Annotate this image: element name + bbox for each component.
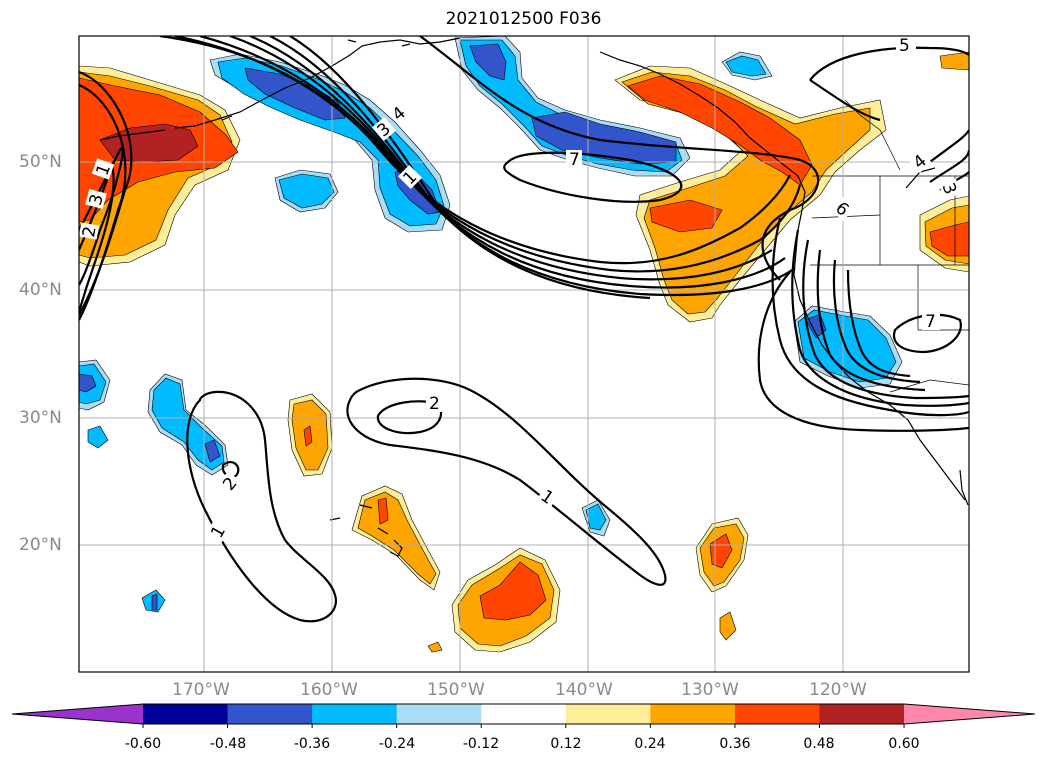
colorbar-segment <box>312 704 398 724</box>
figure-title: 2021012500 F036 <box>445 9 602 29</box>
lon-label: 140°W <box>555 680 613 700</box>
map-gridlines <box>79 36 969 672</box>
colorbar <box>11 703 1036 728</box>
lon-label: 160°W <box>300 680 358 700</box>
lat-label: 40°N <box>19 280 62 300</box>
contour-label: 5 <box>899 36 910 56</box>
colorbar-tick-label: 0.12 <box>550 736 582 752</box>
map-frame <box>78 35 970 673</box>
colorbar-tick-label: 0.24 <box>634 736 666 752</box>
colorbar-segment <box>650 704 736 724</box>
colorbar-tick-label: -0.48 <box>209 736 247 752</box>
colorbar-tick-label: 0.48 <box>803 736 835 752</box>
contour-label: 7 <box>569 150 580 170</box>
colorbar-tick-label: -0.36 <box>293 736 331 752</box>
contour-label: 2 <box>79 225 101 239</box>
contour-label: 7 <box>925 312 936 332</box>
lat-label: 30°N <box>19 408 62 428</box>
positive-anomaly-shading <box>79 51 969 653</box>
colorbar-tick-label: -0.12 <box>462 736 500 752</box>
map-plot-area: 5 4 3 1 3 7 4 3 6 7 2 <box>79 36 969 672</box>
colorbar-extend-min <box>12 704 143 724</box>
lon-label: 120°W <box>809 680 867 700</box>
colorbar-segment <box>819 704 905 724</box>
colorbar-tick-label: 0.60 <box>888 736 920 752</box>
colorbar-segment <box>565 704 651 724</box>
contour-label: 3 <box>86 192 108 208</box>
contour-label: 2 <box>429 394 440 414</box>
lat-label: 50°N <box>19 152 62 172</box>
colorbar-segment <box>734 704 820 724</box>
colorbar-tick-label: 0.36 <box>719 736 751 752</box>
colorbar-tick-label: -0.24 <box>378 736 416 752</box>
colorbar-tick-label: -0.60 <box>124 736 162 752</box>
colorbar-segment <box>143 704 229 724</box>
colorbar-segment <box>396 704 482 724</box>
lon-label: 170°W <box>172 680 230 700</box>
lat-label: 20°N <box>19 535 62 555</box>
colorbar-segment <box>227 704 313 724</box>
height-contours <box>79 36 969 623</box>
lon-label: 130°W <box>681 680 739 700</box>
colorbar-extend-max <box>904 704 1035 724</box>
colorbar-segment <box>481 704 567 724</box>
lon-label: 150°W <box>427 680 485 700</box>
